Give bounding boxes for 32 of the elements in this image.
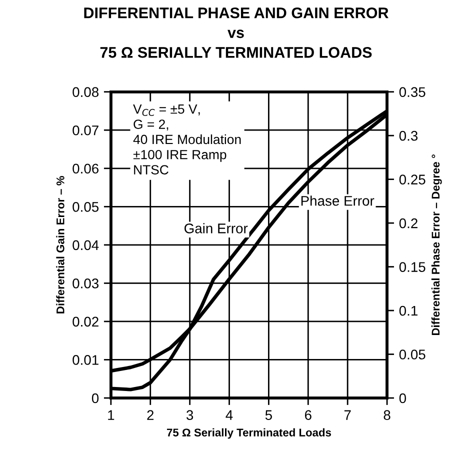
y-tick-label: 0.03 xyxy=(72,278,99,288)
x-tick-label: 4 xyxy=(226,410,233,420)
y2-axis-title: Differential Phase Error – Degree ° xyxy=(431,154,442,336)
y-tick-label: 0.05 xyxy=(72,202,99,212)
x-axis-title: 75 Ω Serially Terminated Loads xyxy=(166,428,331,439)
x-tick-label: 8 xyxy=(384,410,390,420)
y-tick-label: 0.08 xyxy=(72,87,99,98)
y2-tick-label: 0.25 xyxy=(399,174,426,184)
x-tick-label: 3 xyxy=(186,410,194,420)
annotation: V$_{CC}$ = ±5 V, G = 2, 40 IRE Modulation ±100 IRE Ramp NTSC xyxy=(133,104,241,174)
x-tick-label: 1 xyxy=(108,410,114,420)
y-axis-title: Differential Gain Error – % xyxy=(56,176,64,314)
y2-tick-label: 0.3 xyxy=(399,130,418,141)
y-tick-label: 0.04 xyxy=(72,240,99,250)
y-tick-label: 0.02 xyxy=(72,316,98,327)
y-tick-label: 0 xyxy=(92,393,99,404)
y2-tick-label: 0.05 xyxy=(399,350,426,360)
series-label: Phase Error xyxy=(301,196,374,206)
y-tick-label: 0.06 xyxy=(72,164,99,174)
x-tick-label: 6 xyxy=(304,410,312,420)
y2-tick-label: 0.15 xyxy=(399,262,426,272)
y-tick-label: 0.01 xyxy=(72,355,98,365)
y2-tick-label: 0.2 xyxy=(399,218,418,228)
series-label: Gain Error xyxy=(184,223,248,234)
x-tick-label: 5 xyxy=(265,410,272,420)
y-tick-label: 0.07 xyxy=(72,125,98,136)
chart-title: DIFFERENTIAL PHASE AND GAIN ERROR vs 75 Ω SERIALLY TERMINATED LOADS xyxy=(84,7,388,58)
x-tick-label: 7 xyxy=(344,410,351,420)
y2-tick-label: 0.35 xyxy=(399,87,426,98)
y2-tick-label: 0.1 xyxy=(399,306,418,316)
x-tick-label: 2 xyxy=(147,410,154,420)
y2-tick-label: 0 xyxy=(399,393,406,404)
